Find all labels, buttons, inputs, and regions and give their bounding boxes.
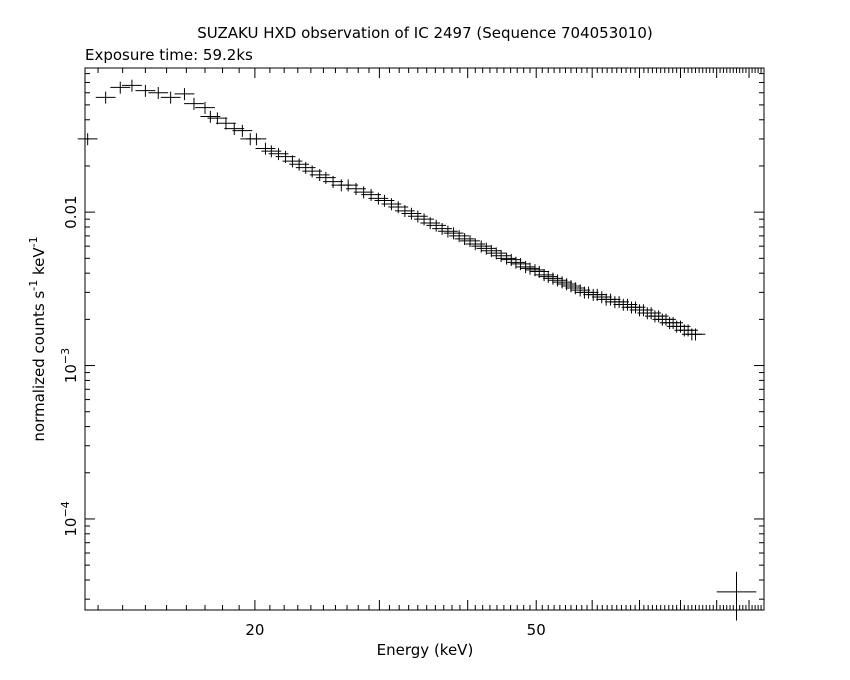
y-tick-label-exponent: −4 bbox=[59, 501, 72, 517]
y-tick-label: 10−4 bbox=[59, 501, 80, 536]
data-point bbox=[591, 291, 612, 304]
data-point bbox=[346, 183, 366, 196]
data-point bbox=[432, 222, 453, 235]
data-point bbox=[184, 97, 204, 110]
data-point bbox=[465, 238, 486, 251]
data-point bbox=[648, 310, 669, 323]
data-point bbox=[426, 219, 447, 232]
data-point bbox=[255, 142, 276, 155]
data-point bbox=[460, 235, 480, 248]
x-tick-label: 50 bbox=[527, 621, 546, 639]
data-point bbox=[486, 247, 507, 260]
data-point bbox=[491, 249, 512, 262]
data-point bbox=[323, 175, 343, 188]
data-point bbox=[685, 328, 706, 341]
data-point bbox=[216, 117, 236, 130]
data-point bbox=[122, 79, 142, 92]
data-point bbox=[207, 112, 228, 125]
data-point bbox=[195, 101, 215, 114]
x-tick-label: 20 bbox=[245, 621, 264, 639]
y-axis-label-exp1: -1 bbox=[27, 280, 40, 291]
data-point bbox=[625, 301, 646, 314]
y-tick-label-mantissa: 10 bbox=[62, 518, 80, 537]
data-point bbox=[525, 264, 545, 277]
data-point bbox=[361, 188, 381, 201]
data-point bbox=[148, 87, 169, 100]
data-point bbox=[77, 133, 98, 146]
data-point bbox=[543, 272, 563, 285]
data-point bbox=[302, 165, 323, 178]
data-point bbox=[95, 91, 116, 104]
y-axis-label: normalized counts s-1 keV-1 bbox=[27, 236, 48, 441]
corner-marker bbox=[716, 571, 757, 621]
data-point bbox=[420, 217, 441, 230]
data-point bbox=[600, 293, 621, 306]
data-point bbox=[224, 122, 245, 135]
data-point bbox=[481, 245, 502, 258]
data-point bbox=[656, 313, 676, 326]
data-point bbox=[609, 296, 630, 309]
data-point bbox=[529, 265, 550, 278]
data-points bbox=[77, 79, 757, 621]
data-point bbox=[641, 307, 662, 320]
data-point bbox=[476, 242, 497, 255]
axis-ticks bbox=[85, 68, 765, 610]
data-point bbox=[449, 230, 470, 243]
data-point bbox=[520, 262, 540, 275]
chart-title: SUZAKU HXD observation of IC 2497 (Seque… bbox=[197, 24, 653, 42]
data-point bbox=[110, 81, 131, 94]
data-point bbox=[160, 91, 181, 104]
data-point bbox=[663, 317, 684, 330]
data-point bbox=[633, 304, 654, 317]
data-point bbox=[414, 213, 434, 226]
y-tick-label-mantissa: 0.01 bbox=[62, 195, 80, 228]
data-point bbox=[407, 210, 428, 223]
chart-subtitle: Exposure time: 59.2ks bbox=[85, 46, 253, 64]
y-axis-label-exp2: -1 bbox=[27, 236, 40, 247]
data-point bbox=[454, 233, 475, 246]
y-tick-label: 0.01 bbox=[62, 195, 80, 228]
data-point bbox=[515, 261, 536, 274]
data-point bbox=[232, 124, 253, 137]
data-point bbox=[443, 227, 464, 240]
data-point bbox=[538, 270, 559, 283]
data-point bbox=[353, 186, 374, 199]
x-axis-label: Energy (keV) bbox=[377, 641, 474, 659]
y-tick-label-mantissa: 10 bbox=[62, 364, 80, 383]
y-tick-label: 10−3 bbox=[59, 348, 80, 383]
y-tick-label-exponent: −3 bbox=[59, 348, 72, 364]
data-point bbox=[570, 284, 591, 297]
data-point bbox=[174, 88, 195, 101]
data-point bbox=[246, 133, 267, 146]
data-point bbox=[578, 286, 599, 299]
y-axis-label-main: normalized counts s bbox=[30, 291, 48, 442]
data-point bbox=[617, 298, 638, 311]
data-point bbox=[437, 225, 458, 238]
data-point bbox=[471, 240, 492, 253]
data-point bbox=[135, 84, 156, 97]
data-point bbox=[338, 179, 359, 192]
y-axis-label-unit: keV bbox=[30, 247, 48, 280]
plot-frame bbox=[84, 67, 765, 611]
data-point bbox=[534, 269, 554, 282]
data-point bbox=[261, 145, 282, 158]
